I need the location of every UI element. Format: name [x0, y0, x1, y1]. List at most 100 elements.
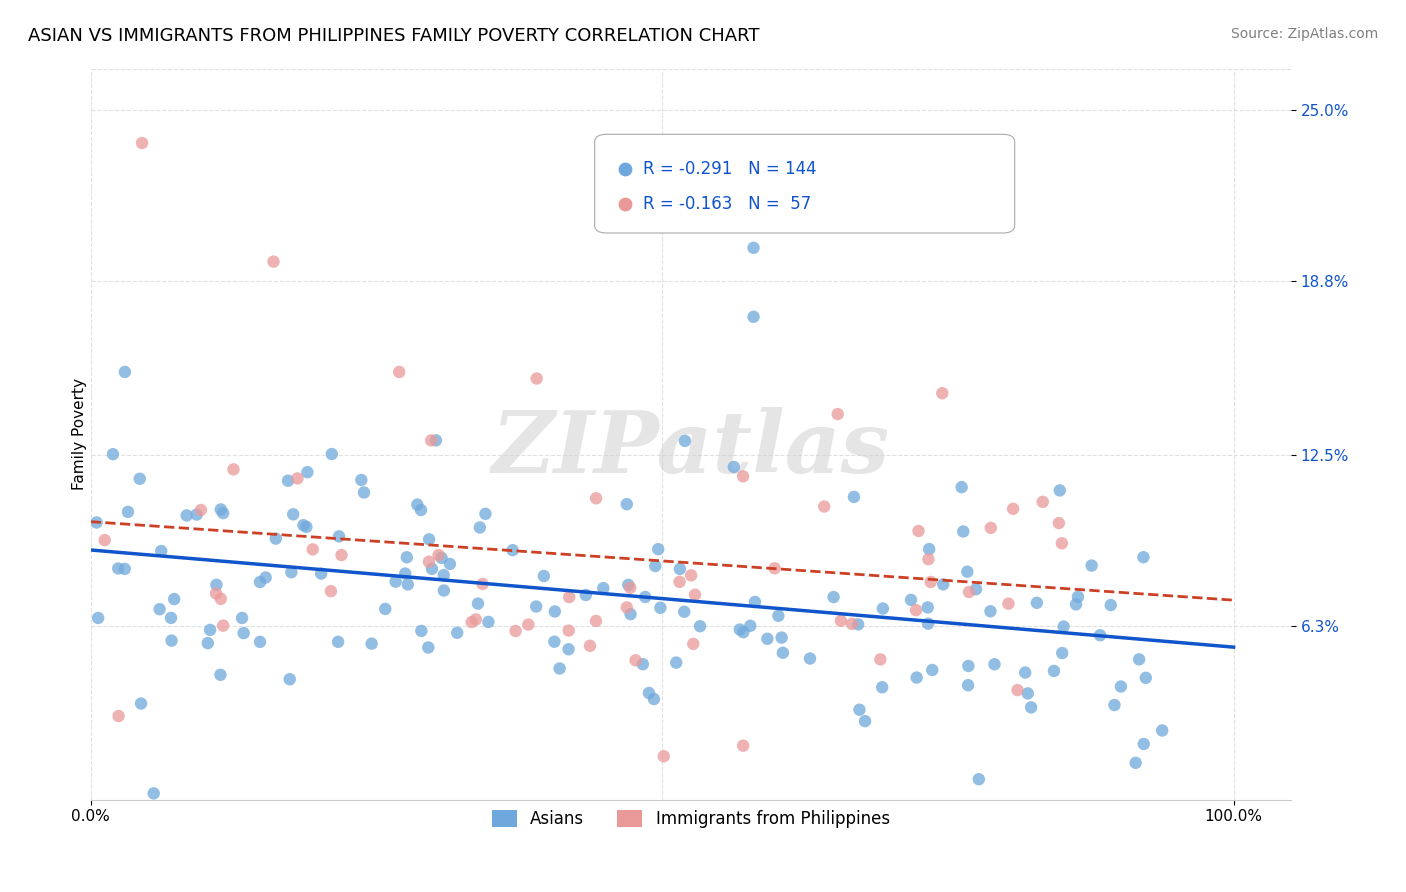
- Point: [205, 586, 228, 600]
- Point: [1049, 483, 1071, 498]
- Point: [997, 597, 1019, 611]
- Point: [280, 566, 302, 580]
- Point: [1043, 664, 1066, 678]
- Point: [872, 601, 894, 615]
- Point: [644, 559, 666, 574]
- Point: [616, 600, 638, 615]
- Text: ZIPatlas: ZIPatlas: [492, 407, 890, 491]
- Point: [350, 473, 373, 487]
- Point: [1088, 628, 1111, 642]
- Point: [848, 703, 870, 717]
- Point: [150, 544, 173, 558]
- Point: [129, 697, 152, 711]
- Point: [477, 615, 499, 629]
- Point: [967, 772, 990, 787]
- Point: [557, 642, 579, 657]
- Point: [197, 636, 219, 650]
- Point: [841, 616, 863, 631]
- Point: [114, 562, 136, 576]
- Point: [439, 557, 461, 571]
- Point: [1109, 680, 1132, 694]
- Point: [93, 533, 115, 548]
- Point: [979, 604, 1001, 618]
- Point: [160, 633, 183, 648]
- Point: [231, 611, 253, 625]
- Point: [1152, 723, 1174, 738]
- Point: [957, 659, 980, 673]
- Point: [619, 581, 641, 595]
- Point: [617, 578, 640, 592]
- Point: [842, 490, 865, 504]
- Point: [650, 600, 672, 615]
- Point: [682, 637, 704, 651]
- Point: [117, 505, 139, 519]
- Point: [209, 668, 232, 682]
- Point: [907, 524, 929, 538]
- Point: [388, 365, 411, 379]
- Point: [319, 584, 342, 599]
- Point: [756, 632, 779, 646]
- Point: [128, 472, 150, 486]
- Point: [827, 407, 849, 421]
- Point: [575, 588, 598, 602]
- Text: ASIAN VS IMMIGRANTS FROM PHILIPPINES FAMILY POVERTY CORRELATION CHART: ASIAN VS IMMIGRANTS FROM PHILIPPINES FAM…: [28, 27, 759, 45]
- Point: [846, 617, 869, 632]
- Point: [1002, 501, 1025, 516]
- Point: [1067, 590, 1090, 604]
- Point: [1128, 652, 1150, 666]
- Point: [420, 562, 443, 576]
- Point: [142, 786, 165, 800]
- Point: [624, 653, 647, 667]
- Point: [772, 646, 794, 660]
- Point: [558, 590, 581, 604]
- Point: [420, 434, 443, 448]
- Point: [263, 254, 285, 268]
- Point: [917, 600, 939, 615]
- Point: [823, 590, 845, 604]
- Point: [395, 550, 418, 565]
- Point: [957, 678, 980, 692]
- Point: [131, 136, 153, 150]
- Point: [669, 562, 692, 576]
- Point: [160, 611, 183, 625]
- Point: [254, 570, 277, 584]
- Point: [190, 503, 212, 517]
- Legend: Asians, Immigrants from Philippines: Asians, Immigrants from Philippines: [485, 804, 897, 835]
- Point: [460, 615, 482, 629]
- Point: [1064, 598, 1087, 612]
- Point: [983, 657, 1005, 672]
- Point: [533, 569, 555, 583]
- Point: [579, 639, 602, 653]
- Point: [114, 365, 136, 379]
- Point: [1047, 516, 1070, 530]
- Point: [1135, 671, 1157, 685]
- Point: [869, 652, 891, 666]
- Point: [309, 566, 332, 581]
- Point: [1007, 683, 1029, 698]
- Point: [921, 663, 943, 677]
- Point: [1025, 596, 1047, 610]
- Point: [464, 612, 486, 626]
- Point: [107, 709, 129, 723]
- Point: [328, 529, 350, 543]
- Point: [517, 617, 540, 632]
- Point: [353, 485, 375, 500]
- Point: [1080, 558, 1102, 573]
- Point: [301, 542, 323, 557]
- Point: [209, 502, 232, 516]
- Point: [505, 624, 527, 638]
- Point: [209, 591, 232, 606]
- Point: [86, 516, 108, 530]
- Point: [295, 520, 318, 534]
- Point: [673, 434, 696, 448]
- Point: [652, 749, 675, 764]
- Point: [830, 614, 852, 628]
- Point: [176, 508, 198, 523]
- Point: [430, 550, 453, 565]
- Point: [673, 605, 696, 619]
- Point: [384, 574, 406, 589]
- Point: [1132, 550, 1154, 565]
- Point: [1014, 665, 1036, 680]
- Point: [212, 506, 235, 520]
- Text: R = -0.291   N = 144: R = -0.291 N = 144: [643, 161, 817, 178]
